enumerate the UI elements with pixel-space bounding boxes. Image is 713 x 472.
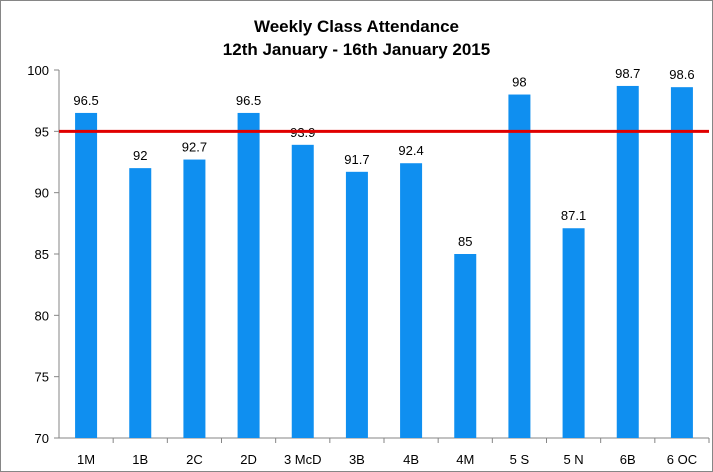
y-tick-label: 85 bbox=[35, 247, 49, 262]
data-label: 96.5 bbox=[73, 93, 98, 108]
data-label: 98.7 bbox=[615, 66, 640, 81]
bar bbox=[508, 94, 531, 439]
y-tick-label: 100 bbox=[27, 63, 49, 78]
x-tick-label: 2D bbox=[240, 452, 257, 467]
bar bbox=[454, 254, 477, 438]
chart-subtitle: 12th January - 16th January 2015 bbox=[222, 40, 491, 59]
x-tick-label: 5 S bbox=[510, 452, 530, 467]
data-label: 92.4 bbox=[398, 143, 423, 158]
data-label: 92.7 bbox=[182, 140, 207, 155]
x-tick-label: 2C bbox=[186, 452, 203, 467]
data-label: 85 bbox=[458, 234, 472, 249]
bar bbox=[616, 85, 639, 439]
bar bbox=[183, 159, 206, 438]
data-label: 91.7 bbox=[344, 152, 369, 167]
x-tick-label: 6B bbox=[620, 452, 636, 467]
chart-title: Weekly Class Attendance bbox=[253, 17, 460, 36]
bar bbox=[129, 168, 152, 438]
data-label: 98 bbox=[512, 75, 526, 90]
x-tick-label: 6 OC bbox=[667, 452, 697, 467]
bar bbox=[345, 171, 368, 438]
y-tick-label: 90 bbox=[35, 186, 49, 201]
x-tick-label: 5 N bbox=[563, 452, 583, 467]
data-label: 87.1 bbox=[561, 208, 586, 223]
bar bbox=[291, 144, 314, 438]
bar bbox=[237, 112, 260, 438]
data-label: 96.5 bbox=[236, 93, 261, 108]
y-tick-label: 70 bbox=[35, 431, 49, 446]
data-label: 98.6 bbox=[669, 67, 694, 82]
bar bbox=[400, 163, 423, 438]
x-tick-label: 1M bbox=[77, 452, 95, 467]
x-tick-label: 4B bbox=[403, 452, 419, 467]
x-tick-label: 4M bbox=[456, 452, 474, 467]
bar bbox=[562, 228, 585, 438]
y-tick-label: 80 bbox=[35, 308, 49, 323]
data-label: 92 bbox=[133, 148, 147, 163]
x-tick-label: 3B bbox=[349, 452, 365, 467]
y-tick-label: 95 bbox=[35, 124, 49, 139]
y-tick-label: 75 bbox=[35, 370, 49, 385]
x-tick-label: 1B bbox=[132, 452, 148, 467]
bar bbox=[670, 87, 693, 438]
x-tick-label: 3 McD bbox=[284, 452, 322, 467]
bar bbox=[75, 112, 98, 438]
